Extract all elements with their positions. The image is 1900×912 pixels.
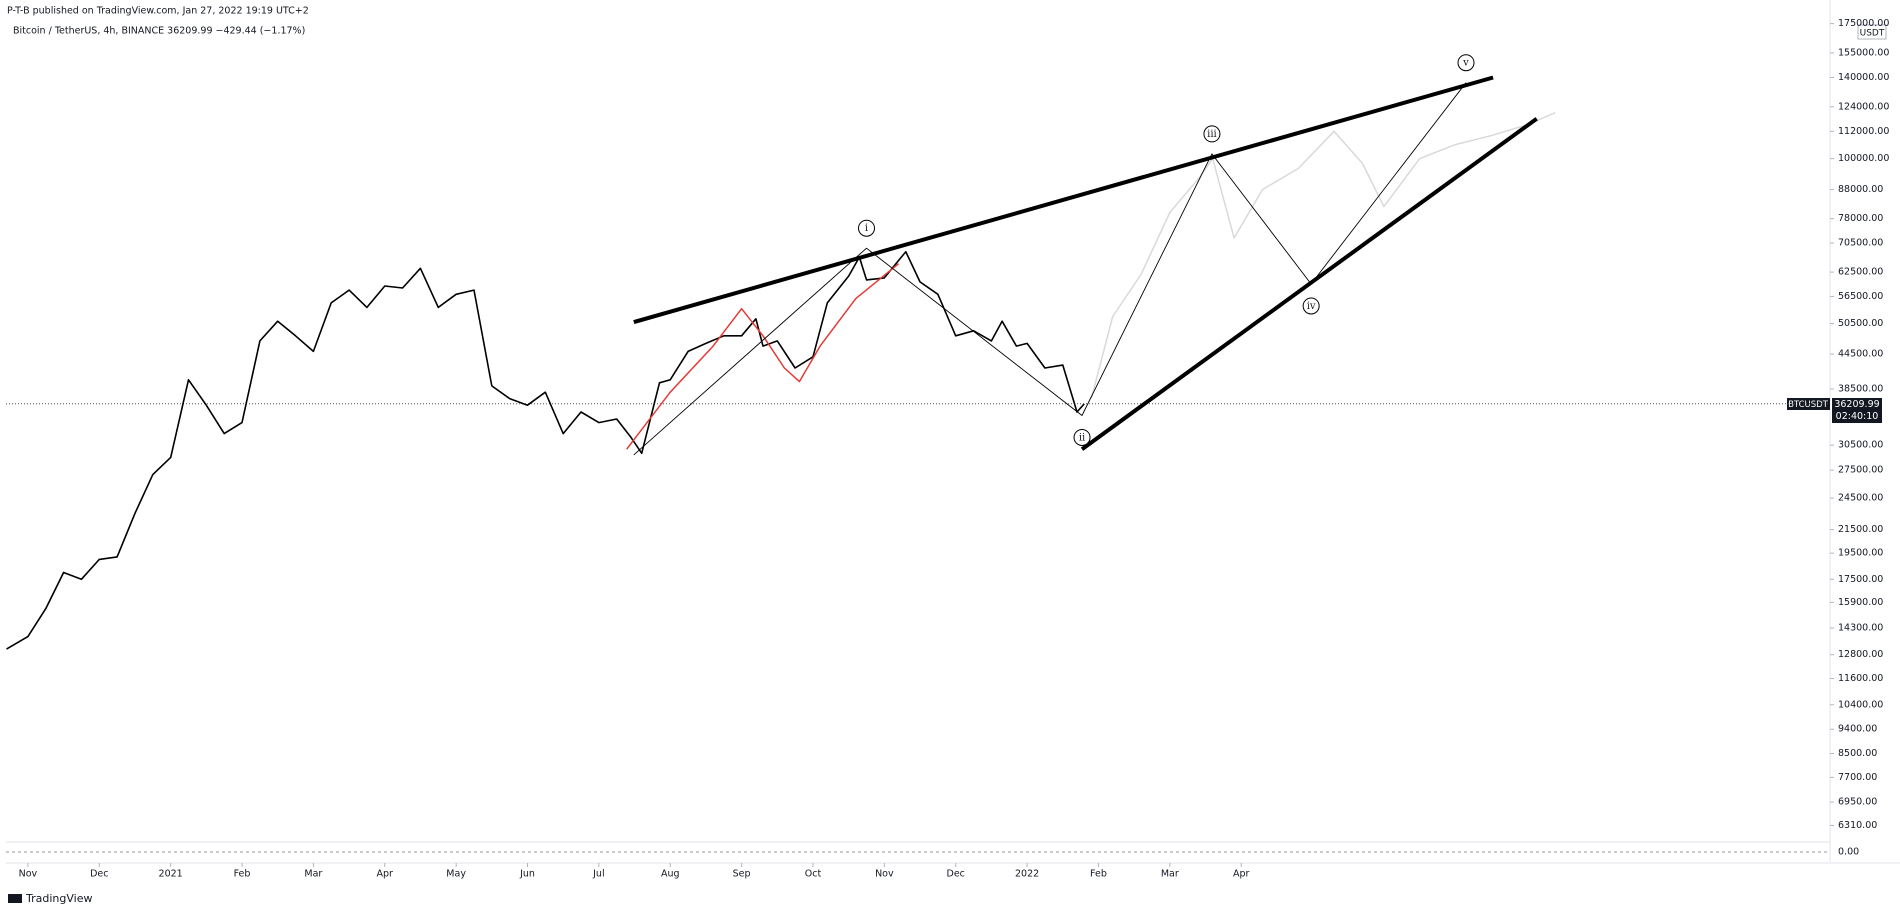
y-tick-label: 24500.00 <box>1838 493 1883 504</box>
y-tick-label: 44500.00 <box>1838 349 1883 360</box>
last-price-label: 36209.99 <box>1834 399 1879 410</box>
symbol-line: Bitcoin / TetherUS, 4h, BINANCE 36209.99… <box>13 26 305 37</box>
wave-marker <box>1073 428 1091 446</box>
symbol-tag <box>1787 398 1830 410</box>
wave-label: v <box>1462 58 1469 69</box>
price-axis: 175000.00 155000.00 140000.00 124000.00 1120… <box>1830 18 1889 831</box>
wave-marker <box>1203 125 1221 143</box>
y-tick-label: 6310.00 <box>1838 820 1877 831</box>
y-tick-label: 8500.00 <box>1838 748 1877 759</box>
countdown-label: 02:40:10 <box>1836 411 1879 422</box>
y-tick-label: 38500.00 <box>1838 384 1883 395</box>
y-tick-label: 155000.00 <box>1838 47 1889 58</box>
x-tick-label: Jul <box>592 869 604 880</box>
wave-label: i <box>865 223 868 234</box>
y-tick-label: 78000.00 <box>1838 213 1883 224</box>
wave-path <box>633 82 1467 456</box>
currency-box <box>1857 24 1887 40</box>
red-path <box>626 263 900 450</box>
wave-marker <box>1457 54 1475 72</box>
price-line <box>6 250 1085 650</box>
wave-label: ii <box>1079 432 1085 443</box>
x-tick-label: Mar <box>1161 869 1179 880</box>
y-tick-label: 9400.00 <box>1838 724 1877 735</box>
x-tick-label: May <box>446 869 466 880</box>
wave-marker <box>1302 297 1320 315</box>
y-tick-label: 30500.00 <box>1838 440 1883 451</box>
price-tag <box>1832 398 1882 423</box>
wave-label: iv <box>1307 301 1316 312</box>
x-tick-label: Dec <box>947 869 965 880</box>
y-tick-label: 124000.00 <box>1838 101 1889 112</box>
y-tick-label: 19500.00 <box>1838 548 1883 559</box>
footer-brand: TradingView <box>25 892 92 905</box>
y-tick-label: 88000.00 <box>1838 184 1883 195</box>
footer-logo <box>8 894 22 903</box>
y-tick-label: 140000.00 <box>1838 72 1889 83</box>
y-tick-label: 10400.00 <box>1838 699 1883 710</box>
y-tick-label: 17500.00 <box>1838 574 1883 585</box>
y-tick-label: 112000.00 <box>1838 126 1889 137</box>
x-tick-label: Dec <box>90 869 108 880</box>
x-tick-label: Nov <box>875 869 894 880</box>
y-tick-label: 15900.00 <box>1838 597 1883 608</box>
symbol-tag-label: BTCUSDT <box>1788 400 1829 410</box>
x-tick-label: Sep <box>733 869 751 880</box>
projection-line <box>1090 112 1556 399</box>
wave-label: iii <box>1207 129 1217 140</box>
x-tick-label: Feb <box>1090 869 1107 880</box>
y-tick-label: 56500.00 <box>1838 291 1883 302</box>
publisher-line: P-T-B published on TradingView.com, Jan … <box>7 6 309 17</box>
x-tick-label: Aug <box>661 869 680 880</box>
trendline <box>1080 117 1538 451</box>
x-tick-label: Feb <box>234 869 251 880</box>
x-tick-label: Apr <box>377 869 394 880</box>
indicator-tick-label: 0.00 <box>1838 847 1859 858</box>
y-tick-label: 50500.00 <box>1838 318 1883 329</box>
x-tick-label: Mar <box>304 869 322 880</box>
x-tick-label: Apr <box>1233 869 1250 880</box>
y-tick-label: 62500.00 <box>1838 267 1883 278</box>
x-tick-label: Nov <box>19 869 38 880</box>
wave-marker <box>858 219 876 237</box>
y-tick-label: 21500.00 <box>1838 524 1883 535</box>
y-tick-label: 6950.00 <box>1838 797 1877 808</box>
x-tick-label: 2021 <box>159 869 183 880</box>
trendline <box>633 75 1494 325</box>
x-tick-label: Oct <box>805 869 822 880</box>
y-tick-label: 175000.00 <box>1838 18 1889 29</box>
y-tick-label: 11600.00 <box>1838 673 1883 684</box>
y-tick-label: 100000.00 <box>1838 153 1889 164</box>
y-tick-label: 12800.00 <box>1838 649 1883 660</box>
y-tick-label: 14300.00 <box>1838 622 1883 633</box>
x-tick-label: 2022 <box>1015 869 1039 880</box>
currency-label: USDT <box>1860 29 1885 39</box>
x-tick-label: Jun <box>519 869 535 880</box>
y-tick-label: 27500.00 <box>1838 465 1883 476</box>
y-tick-label: 70500.00 <box>1838 238 1883 249</box>
y-tick-label: 7700.00 <box>1838 772 1877 783</box>
